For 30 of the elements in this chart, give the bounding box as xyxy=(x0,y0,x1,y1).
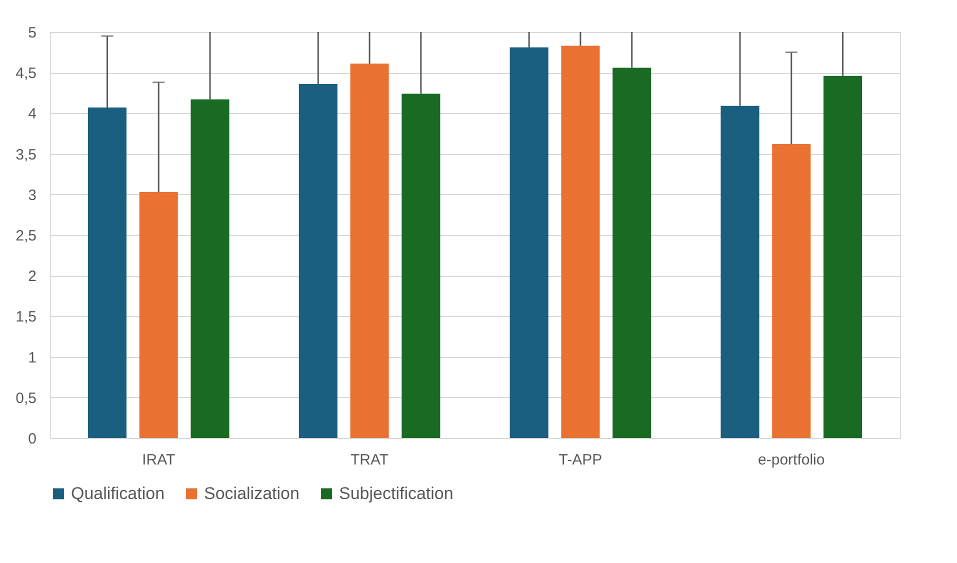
y-tick-label: 2,5 xyxy=(16,228,36,244)
bar xyxy=(720,106,760,438)
y-tick-label: 3 xyxy=(28,186,36,204)
y-tick-label: 4,5 xyxy=(16,65,36,82)
bar xyxy=(612,68,652,438)
bar xyxy=(510,47,548,438)
bar xyxy=(139,192,178,438)
bar xyxy=(561,46,600,438)
x-tick-label: IRAT xyxy=(142,452,176,468)
y-tick-label: 0 xyxy=(28,430,36,448)
bar xyxy=(402,94,440,438)
y-tick-label: 4 xyxy=(28,106,36,123)
x-tick-label: TRAT xyxy=(350,452,389,468)
bar xyxy=(88,108,127,438)
bar xyxy=(823,76,862,438)
legend-label: Socialization xyxy=(204,484,300,503)
bar xyxy=(772,144,811,438)
x-tick-label: T-APP xyxy=(558,452,602,468)
x-tick-label: e-portfolio xyxy=(758,452,825,468)
y-tick-label: 1,5 xyxy=(16,308,36,326)
y-tick-label: 2 xyxy=(28,268,36,286)
y-tick-label: 5 xyxy=(28,24,36,42)
bar xyxy=(298,84,338,438)
legend-label: Subjectification xyxy=(339,484,454,503)
bar xyxy=(350,64,389,438)
legend-label: Qualification xyxy=(71,484,165,503)
bar xyxy=(190,99,230,438)
y-tick-label: 0,5 xyxy=(16,390,36,407)
y-tick-label: 3,5 xyxy=(16,146,36,164)
y-tick-label: 1 xyxy=(28,349,36,366)
